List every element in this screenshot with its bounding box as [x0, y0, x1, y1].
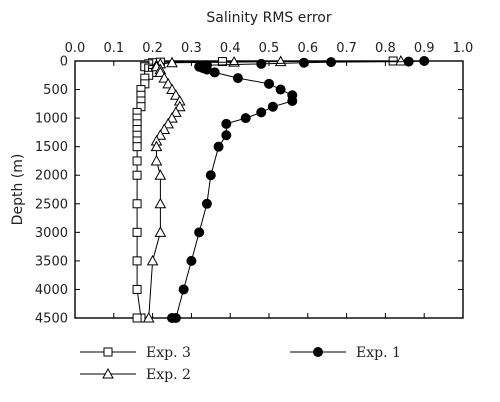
data-point-exp-1: [287, 95, 298, 106]
data-point-exp-3: [132, 256, 142, 266]
data-point-exp-2: [154, 129, 167, 140]
data-point-exp-1: [201, 198, 212, 209]
x-axis-title: Salinity RMS error: [206, 10, 332, 26]
legend-marker-exp-1: [313, 347, 323, 357]
x-tick-label: 0.0: [65, 41, 86, 56]
data-point-exp-1: [298, 57, 309, 68]
data-point-exp-3: [132, 199, 142, 209]
legend-label-exp-3: Exp. 3: [146, 345, 191, 361]
y-tick-label: 4000: [35, 283, 68, 298]
series-exp-1: [167, 56, 430, 323]
y-tick-label: 3500: [35, 254, 68, 269]
data-point-exp-1: [186, 255, 197, 266]
x-tick-label: 0.8: [375, 41, 396, 56]
data-point-exp-2: [154, 226, 167, 237]
x-tick-label: 0.2: [142, 41, 163, 56]
data-point-exp-1: [232, 73, 243, 84]
data-point-exp-2: [170, 106, 182, 117]
data-point-exp-2: [150, 140, 163, 152]
data-point-exp-2: [158, 72, 171, 83]
data-point-exp-3: [132, 313, 142, 323]
data-point-exp-1: [267, 101, 278, 112]
x-tick-label: 0.5: [259, 41, 280, 56]
data-point-exp-3: [132, 284, 142, 294]
data-point-exp-2: [154, 197, 167, 209]
y-tick-label: 2500: [35, 197, 68, 212]
data-point-exp-2: [150, 154, 163, 166]
series-exp-3: [132, 56, 398, 323]
y-tick-label: 1000: [35, 112, 68, 127]
y-tick-label: 1500: [35, 140, 68, 155]
legend-label-exp-1: Exp. 1: [356, 345, 401, 361]
data-point-exp-3: [132, 142, 142, 152]
series-exp-2: [142, 54, 407, 323]
data-point-exp-1: [256, 107, 267, 118]
data-point-exp-1: [221, 130, 232, 141]
y-axis: 0 500 1000 1500 2000 2500 3000 3500 4000 4500: [35, 55, 463, 327]
data-point-exp-2: [154, 66, 167, 77]
data-point-exp-3: [132, 227, 142, 237]
x-tick-label: 0.6: [297, 41, 318, 56]
y-tick-label: 3000: [35, 226, 68, 241]
y-axis-title: Depth (m): [10, 154, 26, 226]
data-point-exp-2: [154, 169, 167, 180]
data-point-exp-2: [228, 56, 240, 67]
series-layer: [132, 54, 430, 323]
data-point-exp-2: [158, 123, 171, 135]
data-point-exp-2: [162, 77, 174, 89]
data-point-exp-2: [142, 311, 155, 323]
data-point-exp-2: [166, 83, 178, 95]
x-tick-label: 0.9: [414, 41, 435, 56]
data-point-exp-2: [146, 254, 159, 266]
data-point-exp-2: [173, 100, 186, 112]
plot-area: [74, 60, 464, 319]
data-point-exp-3: [132, 156, 142, 166]
data-point-exp-2: [166, 56, 178, 68]
data-point-exp-1: [403, 56, 414, 67]
data-point-exp-1: [167, 313, 177, 323]
data-point-exp-1: [264, 78, 274, 89]
data-point-exp-3: [132, 170, 142, 180]
x-tick-label: 0.3: [181, 41, 202, 56]
data-point-exp-1: [256, 58, 267, 69]
data-point-exp-2: [166, 112, 178, 123]
y-tick-label: 0: [60, 55, 68, 70]
legend: Exp. 3 Exp. 2 Exp. 1: [80, 345, 401, 383]
y-tick-label: 4500: [35, 312, 68, 327]
data-point-exp-1: [194, 227, 205, 238]
y-tick-label: 2000: [35, 169, 68, 184]
data-point-exp-1: [213, 141, 224, 152]
data-point-exp-1: [205, 170, 216, 181]
y-tick-label: 500: [43, 83, 68, 98]
data-point-exp-2: [162, 117, 174, 129]
data-point-exp-3: [217, 57, 227, 67]
data-point-exp-1: [275, 84, 286, 95]
legend-marker-exp-3: [103, 347, 113, 357]
data-point-exp-1: [240, 113, 251, 124]
x-tick-label: 1.0: [453, 41, 474, 56]
legend-marker-exp-2: [102, 367, 114, 379]
data-point-exp-1: [209, 67, 220, 78]
legend-label-exp-2: Exp. 2: [146, 367, 191, 383]
x-tick-label: 0.1: [103, 41, 124, 56]
data-point-exp-1: [326, 57, 337, 68]
data-point-exp-1: [419, 56, 430, 66]
series-line-exp-1: [172, 60, 425, 319]
x-tick-label: 0.7: [336, 41, 357, 56]
data-point-exp-1: [178, 284, 189, 295]
data-point-exp-2: [170, 89, 182, 100]
data-point-exp-1: [221, 118, 232, 129]
data-point-exp-2: [395, 54, 407, 66]
x-tick-label: 0.4: [220, 41, 241, 56]
